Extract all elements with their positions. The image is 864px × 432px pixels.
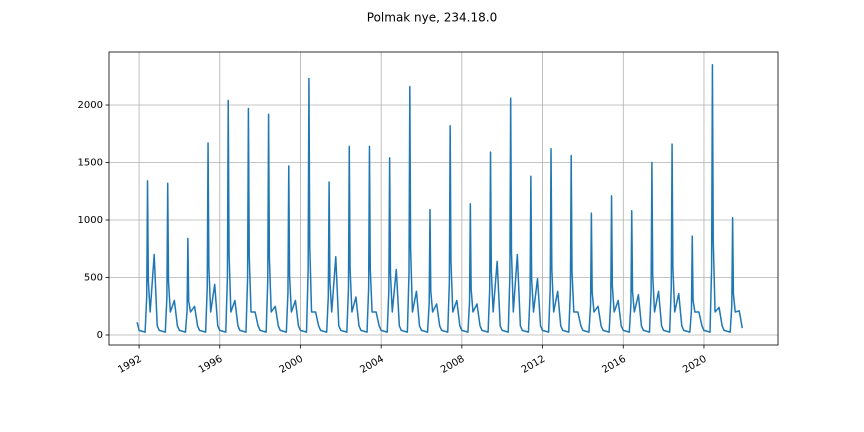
plot-frame [108,51,779,346]
series-line [136,64,744,333]
y-tick-label: 1000 [78,215,103,226]
y-tick-label: 0 [97,330,103,341]
chart-title: Polmak nye, 234.18.0 [367,11,497,25]
y-tick-label: 500 [84,272,103,283]
y-tick-label: 1500 [78,158,103,169]
y-tick-label: 2000 [78,100,103,111]
